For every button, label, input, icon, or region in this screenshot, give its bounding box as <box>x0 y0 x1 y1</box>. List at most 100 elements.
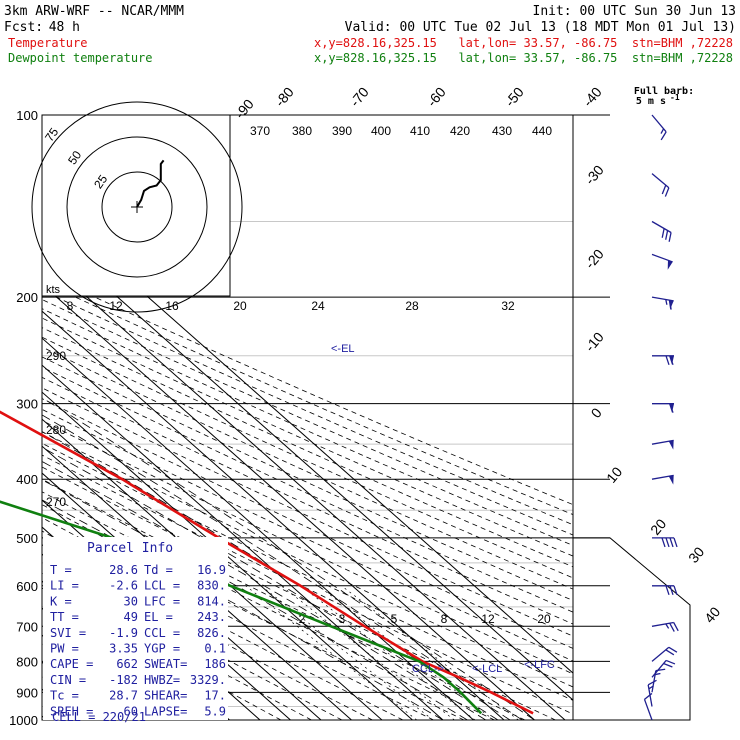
wind-barb-feather <box>673 537 678 548</box>
mixing-ratio-line <box>341 585 519 720</box>
wind-barb-feather <box>668 232 672 242</box>
dry-adiabat <box>42 419 573 675</box>
wind-barb-feather <box>669 300 672 310</box>
wind-barb <box>647 679 657 707</box>
wind-barb-feather <box>669 585 674 596</box>
theta-e-label: 430 <box>492 124 512 138</box>
isotherm-label: -40 <box>580 84 605 110</box>
sounding-series <box>0 410 534 715</box>
wind-barb-feather <box>665 537 670 548</box>
mixing-ratio-label: 12 <box>481 612 495 626</box>
parcel-info-key: EL = <box>144 610 173 624</box>
wind-barb-feather <box>665 649 675 656</box>
dewpoint-location: x,y=828.16,325.15 lat,lon= 33.57, -86.75… <box>314 51 733 65</box>
isotherm-label: -20 <box>582 246 607 272</box>
wind-barb <box>651 296 674 310</box>
wind-barb <box>652 355 674 366</box>
wind-barb-staff <box>651 646 670 662</box>
parcel-info-key: CIN = <box>50 673 86 687</box>
moist-adiabat <box>42 446 499 720</box>
wind-barb-feather <box>669 622 675 632</box>
hodograph-axis-tick: 16 <box>165 299 179 313</box>
wind-barb-half-feather <box>665 299 668 305</box>
theta-e-label: 420 <box>450 124 470 138</box>
parcel-info-value: 662 <box>116 657 138 671</box>
mixing-ratio-line <box>300 585 476 720</box>
mixing-ratio-label: 2 <box>299 612 306 626</box>
dry-adiabat <box>42 376 573 625</box>
wind-barb-feather <box>663 662 673 668</box>
wind-barb-feather <box>660 131 667 141</box>
parcel-info-value: -1.9 <box>109 626 138 640</box>
parcel-info-key: PW = <box>50 642 79 656</box>
isotherm-label: 10 <box>603 464 625 486</box>
theta-e-label: 380 <box>292 124 312 138</box>
dry-adiabat <box>42 530 404 720</box>
theta-label: 270 <box>46 495 66 509</box>
parcel-info-value: 28.7 <box>109 689 138 703</box>
parcel-info-value: 16.9 <box>197 563 226 577</box>
isotherm-label: -70 <box>347 84 372 110</box>
isotherm-line <box>42 310 505 720</box>
hodograph-ring <box>101 171 173 243</box>
parcel-info-value: 830. <box>197 579 226 593</box>
wind-barb <box>652 537 678 548</box>
wind-barb <box>651 659 676 678</box>
parcel-info-value: 49 <box>124 610 138 624</box>
parcel-info-key: CAPE = <box>50 657 93 671</box>
wind-barb-pennant <box>668 475 674 485</box>
parcel-cell: CELL = 220/21 <box>52 710 146 724</box>
isotherm-label: -10 <box>582 329 607 355</box>
parcel-info-value: -182 <box>109 673 138 687</box>
wind-barb <box>651 646 678 662</box>
pressure-tick-label: 200 <box>16 290 38 305</box>
dry-adiabat <box>42 466 556 720</box>
wind-barb-feather <box>669 537 674 548</box>
wind-barb <box>651 114 667 141</box>
parcel-info-key: LAPSE= <box>144 704 187 718</box>
parcel-level-label: CCL-> <box>412 663 444 675</box>
parcel-info-box: Parcel Info T = 28.6 Td = 16.9 LI = -2.6 LCL =… <box>43 537 228 724</box>
pressure-tick-label: 1000 <box>9 713 38 728</box>
parcel-info-rows: T = 28.6 Td = 16.9 LI = -2.6 LCL = 830. K = 30 LFC… <box>50 563 226 718</box>
dry-adiabat <box>42 356 573 601</box>
theta-e-label: 410 <box>410 124 430 138</box>
moist-adiabat <box>42 461 486 720</box>
wind-barb <box>651 474 674 485</box>
theta-label: 280 <box>46 423 66 437</box>
plot-border <box>41 114 574 721</box>
wind-barb-staff <box>651 253 673 263</box>
isotherm-label: 0 <box>588 405 605 421</box>
hodograph-axis-tick: 12 <box>109 299 123 313</box>
pressure-tick-label: 300 <box>16 397 38 412</box>
parcel-info-key: YGP = <box>144 642 180 656</box>
pressure-tick-label: 500 <box>16 531 38 546</box>
parcel-info-value: 3329. <box>190 673 226 687</box>
wind-barb-feather <box>669 403 674 413</box>
isotherm-line <box>42 256 566 720</box>
parcel-info-key: SREH = <box>50 704 93 718</box>
parcel-level-labels: <-EL CCL-> <-LCL <-LFC <box>331 343 555 675</box>
parcel-info-key: SWEAT= <box>144 657 187 671</box>
mixing-ratio-label: 3 <box>339 612 346 626</box>
wind-barb-feather <box>664 187 670 197</box>
wind-barb-half-feather <box>665 623 670 629</box>
isotherm-label: 40 <box>701 604 723 626</box>
temperature-legend: Temperature <box>8 36 87 50</box>
wind-barb-feather <box>668 646 678 653</box>
parcel-info-value: 17. <box>204 689 226 703</box>
wind-barbs <box>643 114 679 721</box>
wind-barb <box>651 439 674 450</box>
mixing-ratio-label: 20 <box>537 612 551 626</box>
dewpoint-legend: Dewpoint temperature <box>8 51 153 65</box>
wind-barb-feather <box>665 355 670 366</box>
parcel-info-key: LI = <box>50 579 79 593</box>
wind-barb <box>651 668 666 693</box>
parcel-info-value: 243. <box>197 610 226 624</box>
mixing-ratio-label: 8 <box>441 612 448 626</box>
parcel-level-label: <-LFC <box>524 659 555 671</box>
mixing-ratio-line <box>280 585 455 720</box>
parcel-info-key: Td = <box>144 563 173 577</box>
